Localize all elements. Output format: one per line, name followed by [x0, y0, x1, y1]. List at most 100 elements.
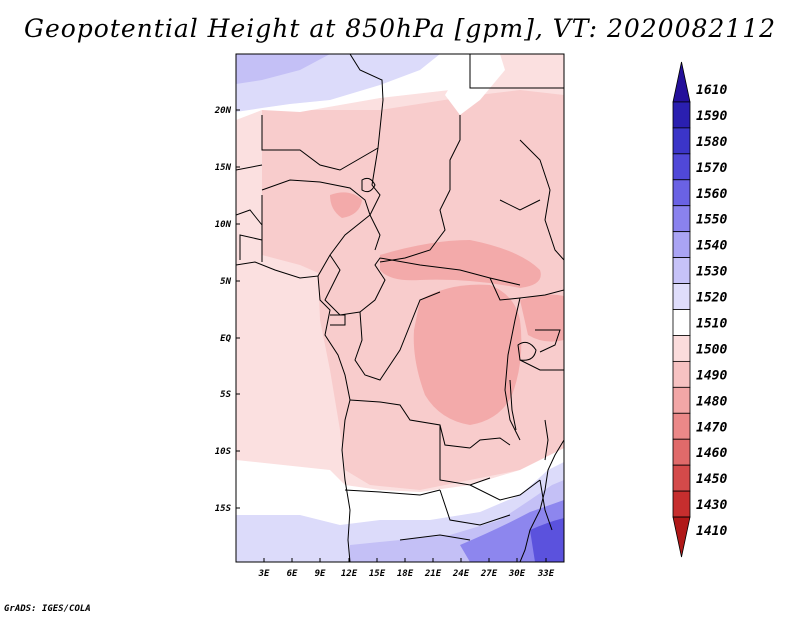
lat-label: 10S: [215, 447, 232, 457]
border-sudan-ethiopia: [499, 199, 541, 211]
colorbar-segment: [672, 127, 691, 155]
latitude-ticks: [236, 109, 240, 509]
north-1530-region: [236, 54, 330, 84]
colorbar-label: 1580: [696, 135, 727, 150]
lon-label: 9E: [315, 569, 326, 579]
lon-label: 15E: [369, 569, 386, 579]
lat-label: 15S: [215, 504, 232, 514]
colorbar-segment: [672, 335, 691, 362]
border-libya-egypt: [469, 54, 564, 89]
colorbar-label: 1530: [696, 265, 727, 280]
colorbar-segment: [672, 205, 691, 233]
border-chad-sudan: [379, 189, 451, 263]
colorbar-segment: [672, 283, 691, 310]
border-namibia: [344, 489, 441, 496]
south-1570-region: [530, 518, 564, 562]
east-africa-coastline: [519, 439, 564, 562]
colorbar-segment: [672, 309, 691, 336]
colorbar-segment: [672, 153, 691, 181]
colorbar-segment: [672, 360, 691, 388]
border-mali-niger: [261, 115, 379, 171]
lat-label: 10N: [215, 220, 232, 230]
colorbar-label: 1500: [696, 342, 727, 357]
colorbar-segment: [672, 231, 691, 259]
lat-label: 5N: [220, 277, 231, 287]
border-cameroon-equatorial: [330, 314, 346, 326]
lake-malawi: [544, 419, 549, 461]
longitude-ticks: [263, 558, 547, 562]
colorbar-segment: [672, 490, 691, 518]
lat-label: 5S: [220, 390, 231, 400]
lake-chad: [361, 177, 376, 193]
border-mozambique: [539, 479, 553, 531]
colorbar-label: 1520: [696, 291, 727, 306]
sahel-1490-band: [380, 240, 541, 288]
colorbar-top-arrow: [672, 61, 691, 103]
border-car: [359, 257, 521, 313]
border-zambia-zimbabwe: [469, 479, 541, 501]
lon-label: 3E: [258, 569, 270, 579]
colorbar-label: 1590: [696, 109, 727, 124]
colorbar-label: 1490: [696, 368, 727, 383]
colorbar-label: 1560: [696, 187, 727, 202]
lon-label: 21E: [424, 569, 442, 579]
border-nigeria: [261, 179, 371, 277]
sahara-white-east: [445, 54, 505, 115]
latitude-axis: 20N 15N 10N 5N EQ 5S 10S 15S: [214, 106, 232, 514]
border-algeria-libya: [349, 54, 384, 149]
colorbar-label: 1610: [696, 83, 727, 98]
colorbar-label: 1410: [696, 524, 727, 539]
colorbar-segment: [672, 412, 691, 440]
colorbar-label: 1550: [696, 213, 727, 228]
colorbar-label: 1540: [696, 239, 727, 254]
border-uganda: [535, 329, 561, 353]
lat-label: 15N: [215, 163, 232, 173]
lon-label: 33E: [537, 569, 555, 579]
border-drc-zambia: [469, 437, 511, 449]
border-niger-chad: [369, 147, 381, 251]
colorbar-label: 1460: [696, 446, 727, 461]
border-ivory-coast: [239, 234, 263, 260]
border-cameroon: [324, 254, 361, 316]
colorbar-segment: [672, 464, 691, 492]
border-angola-zambia: [439, 425, 491, 486]
lake-victoria: [517, 341, 537, 361]
colorbar-bottom-arrow: [672, 516, 691, 558]
border-southern: [399, 534, 471, 541]
colorbar-segment: [672, 101, 691, 129]
grads-credit: GrADS: IGES/COLA: [4, 604, 91, 614]
border-congo-drc: [354, 291, 441, 381]
colorbar-label: 1470: [696, 420, 727, 435]
border-mali: [236, 164, 263, 171]
colorbar-segment: [672, 386, 691, 414]
lon-label: 24E: [452, 569, 470, 579]
colorbar-label: 1450: [696, 472, 727, 487]
lon-label: 12E: [341, 569, 358, 579]
colorbar-label: 1480: [696, 394, 727, 409]
border-libya-sudan: [449, 115, 461, 190]
lon-label: 6E: [287, 569, 298, 579]
lat-label: EQ: [220, 334, 231, 344]
colorbar-segment: [672, 257, 691, 284]
map-frame: [235, 53, 565, 563]
colorbar-label: 1430: [696, 498, 727, 513]
lon-label: 27E: [480, 569, 498, 579]
longitude-axis: 3E 6E 9E 12E 15E 18E 21E 24E 27E 30E 33E: [258, 569, 555, 579]
border-angola-drc: [349, 399, 471, 449]
colorbar-segment: [672, 179, 691, 207]
colorbar-segment: [672, 438, 691, 466]
lat-label: 20N: [214, 106, 232, 116]
lon-label: 18E: [397, 569, 414, 579]
border-kenya-tanzania: [519, 359, 564, 371]
lake-tanganyika: [509, 379, 517, 431]
lon-label: 30E: [508, 569, 526, 579]
map-title: Geopotential Height at 850hPa [gpm], VT:…: [23, 14, 777, 43]
colorbar-label: 1570: [696, 161, 727, 176]
political-borders: [236, 54, 564, 562]
border-guinea: [236, 209, 263, 226]
congo-1490-region: [413, 284, 522, 425]
border-drc-east: [504, 297, 521, 441]
colorbar-label: 1510: [696, 316, 727, 331]
geopotential-field: [236, 54, 564, 562]
